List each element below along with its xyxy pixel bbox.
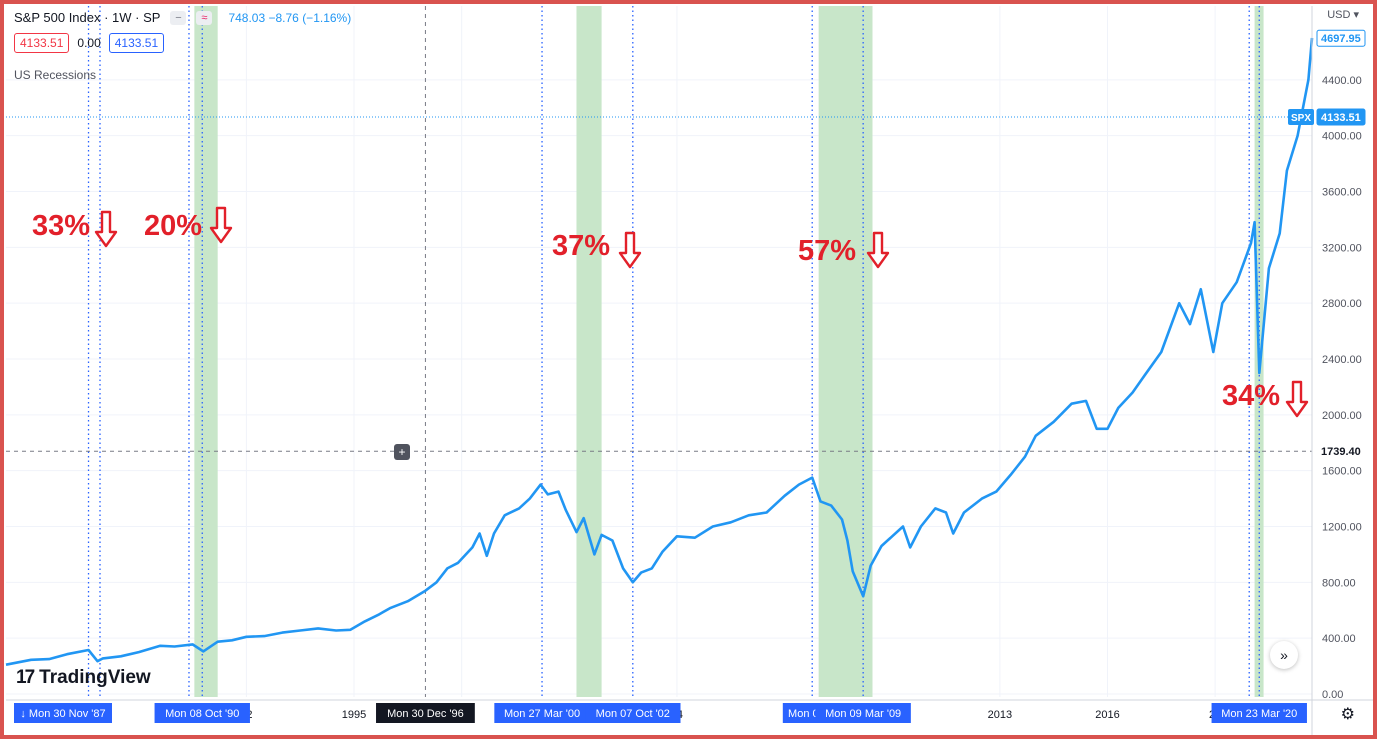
symbol-tag-label: SPX xyxy=(1291,113,1311,124)
y-tick-label: 3200.00 xyxy=(1322,242,1362,254)
marker-date-label: Mon 23 Mar '20 xyxy=(1221,708,1297,720)
x-tick-label: 2013 xyxy=(988,709,1012,721)
marker-date-label: Mon 27 Mar '00 xyxy=(504,708,580,720)
y-tick-label: 4000.00 xyxy=(1322,131,1362,143)
symbol-tag-box xyxy=(1288,109,1314,126)
y-tick-label: 400.00 xyxy=(1322,633,1356,645)
down-arrow-icon xyxy=(94,210,118,248)
scroll-to-latest-button[interactable]: » xyxy=(1270,641,1298,669)
indicator-label[interactable]: US Recessions xyxy=(14,68,97,82)
y-tick-label: 2000.00 xyxy=(1322,410,1362,422)
drawdown-annotation[interactable]: 20% xyxy=(144,210,203,242)
x-tick-label: 2016 xyxy=(1095,709,1119,721)
buy-price-box[interactable]: 4133.51 xyxy=(108,33,165,53)
y-tick-label: 0.00 xyxy=(1322,689,1343,701)
line-layer xyxy=(5,37,1314,666)
y-tick-label: 3600.00 xyxy=(1322,187,1362,199)
recession-band xyxy=(818,6,873,697)
marker-layer xyxy=(6,6,1312,697)
down-arrow-icon xyxy=(1285,380,1309,418)
ohlc-readout: 748.03 −8.76 (−1.16%) xyxy=(228,10,352,25)
drawdown-annotation[interactable]: 37% xyxy=(552,230,611,262)
axis-layer: 0.00 400.00 800.00 1200.00 1600.00 2000.00 240… xyxy=(6,6,1373,735)
spread-value: 0.00 xyxy=(77,36,101,50)
crosshair-plus-icon[interactable]: + xyxy=(394,444,410,460)
price-tag-box xyxy=(1316,29,1366,47)
down-arrow-icon xyxy=(209,206,233,244)
price-tag-label: 1739.40 xyxy=(1321,446,1361,458)
chart-header: S&P 500 Index · 1W · SP − ≈ 748.03 −8.76… xyxy=(14,10,351,53)
tradingview-logo-icon: 17 xyxy=(16,667,35,688)
marker-date-box xyxy=(494,703,590,723)
crosshair-date-box xyxy=(376,703,475,723)
price-tag-label: 4133.51 xyxy=(1321,112,1361,124)
marker-date-box xyxy=(154,703,250,723)
grid-layer xyxy=(6,6,1312,697)
recession-band xyxy=(576,6,602,697)
tradingview-logo: 17 TradingView xyxy=(16,667,151,689)
marker-date-box xyxy=(815,703,911,723)
y-tick-label: 2400.00 xyxy=(1322,354,1362,366)
drawdown-annotation[interactable]: 33% xyxy=(32,210,91,242)
drawdown-annotation[interactable]: 57% xyxy=(798,235,857,267)
y-tick-label: 1200.00 xyxy=(1322,522,1362,534)
marker-date-box xyxy=(585,703,681,723)
marker-date-label: ↓ Mon 30 Nov '87 xyxy=(20,708,105,720)
recession-layer xyxy=(194,6,1264,697)
gear-icon[interactable]: ⚙ xyxy=(1340,706,1355,723)
price-tag-box xyxy=(1316,442,1366,460)
y-tick-label: 1600.00 xyxy=(1322,466,1362,478)
recession-band xyxy=(194,6,218,697)
sell-price-box[interactable]: 4133.51 xyxy=(14,33,70,53)
marker-date-label: Mon 07 Oct '02 xyxy=(596,708,670,720)
price-tag-label: 4697.95 xyxy=(1321,33,1361,45)
marker-date-label: Mon 09 Mar '09 xyxy=(825,708,901,720)
marker-date-box xyxy=(1211,703,1307,723)
y-tick-label: 2800.00 xyxy=(1322,298,1362,310)
currency-selector[interactable]: USD ▾ xyxy=(1327,9,1359,21)
crosshair-date-label: Mon 30 Dec '96 xyxy=(387,708,464,720)
arrow-layer xyxy=(94,206,1309,418)
y-tick-label: 800.00 xyxy=(1322,577,1356,589)
marker-date-label: Mon 08 Oct '90 xyxy=(165,708,239,720)
x-tick-label: 1995 xyxy=(342,709,366,721)
price-tag-box xyxy=(1316,108,1366,126)
symbol-title[interactable]: S&P 500 Index · 1W · SP xyxy=(14,10,161,25)
minus-icon[interactable]: − xyxy=(170,10,187,25)
logo-text: TradingView xyxy=(39,667,151,688)
down-arrow-icon xyxy=(618,231,642,269)
marker-date-box xyxy=(14,703,112,723)
wave-icon[interactable]: ≈ xyxy=(196,10,213,25)
price-line xyxy=(5,37,1314,666)
drawdown-annotation[interactable]: 34% xyxy=(1222,380,1281,412)
y-tick-label: 4400.00 xyxy=(1322,75,1362,87)
down-arrow-icon xyxy=(866,231,890,269)
